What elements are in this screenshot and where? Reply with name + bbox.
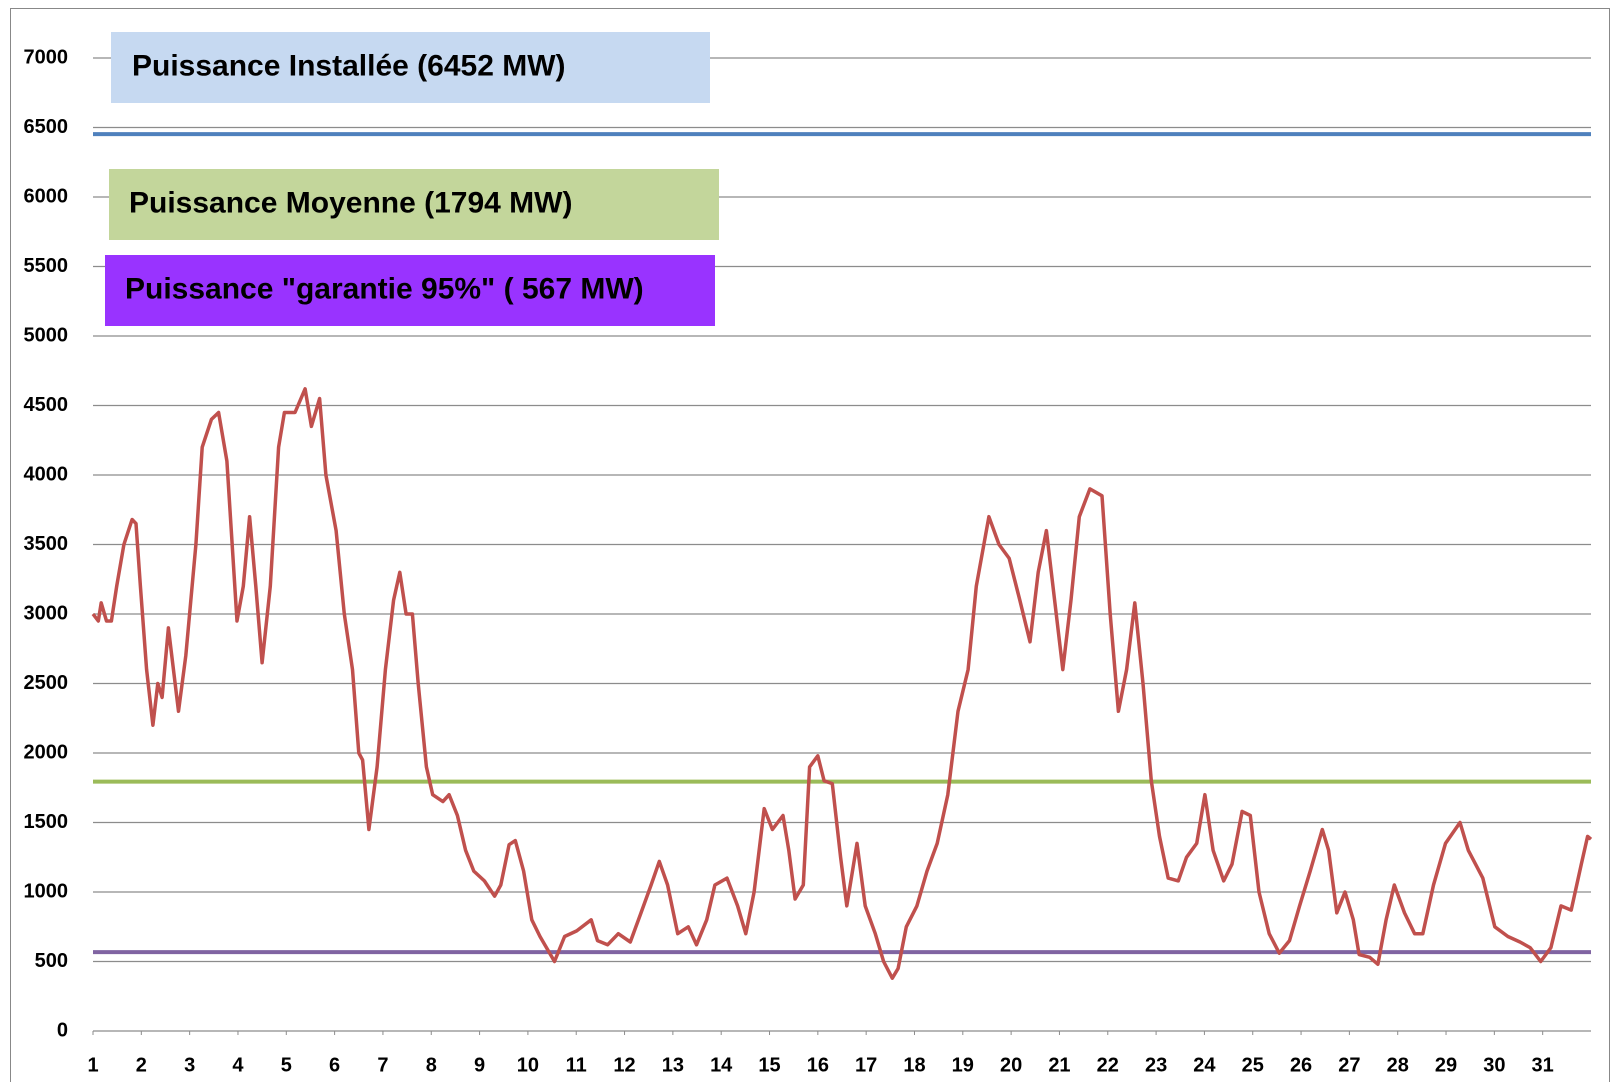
y-tick-label: 6500: [24, 116, 69, 138]
x-tick-label: 22: [1097, 1054, 1119, 1076]
x-tick-label: 3: [184, 1054, 195, 1076]
x-tick-label: 21: [1048, 1054, 1070, 1076]
x-tick-label: 26: [1290, 1054, 1312, 1076]
y-tick-label: 0: [57, 1019, 68, 1041]
x-tick-label: 8: [426, 1054, 437, 1076]
x-tick-label: 15: [758, 1054, 780, 1076]
reference-label: Puissance Moyenne (1794 MW): [129, 186, 572, 219]
x-tick-label: 16: [807, 1054, 829, 1076]
y-tick-label: 7000: [24, 46, 69, 68]
x-tick-label: 12: [613, 1054, 635, 1076]
x-tick-label: 28: [1387, 1054, 1409, 1076]
y-tick-label: 2000: [24, 741, 69, 763]
x-tick-label: 6: [329, 1054, 340, 1076]
y-tick-label: 1500: [24, 811, 69, 833]
x-tick-label: 11: [566, 1054, 587, 1076]
y-tick-label: 4000: [24, 463, 69, 485]
y-tick-label: 3000: [24, 602, 69, 624]
x-tick-label: 25: [1242, 1054, 1264, 1076]
y-tick-label: 6000: [24, 185, 69, 207]
x-tick-label: 20: [1000, 1054, 1022, 1076]
x-tick-label: 31: [1532, 1054, 1554, 1076]
x-tick-label: 30: [1483, 1054, 1505, 1076]
label-box: [111, 32, 710, 103]
x-tick-label: 1: [87, 1054, 98, 1076]
y-tick-label: 5000: [24, 324, 69, 346]
y-tick-label: 500: [35, 950, 68, 972]
x-tick-label: 4: [232, 1054, 244, 1076]
x-tick-label: 24: [1193, 1054, 1216, 1076]
label-box: [109, 169, 719, 240]
x-tick-label: 14: [710, 1054, 733, 1076]
x-tick-label: 7: [377, 1054, 388, 1076]
x-tick-label: 23: [1145, 1054, 1167, 1076]
x-tick-label: 9: [474, 1054, 485, 1076]
x-tick-label: 18: [903, 1054, 925, 1076]
x-tick-label: 10: [517, 1054, 539, 1076]
x-tick-label: 2: [136, 1054, 147, 1076]
y-tick-label: 3500: [24, 533, 69, 555]
x-tick-label: 5: [281, 1054, 292, 1076]
x-tick-label: 17: [855, 1054, 877, 1076]
y-tick-label: 5500: [24, 255, 69, 277]
x-tick-label: 29: [1435, 1054, 1457, 1076]
y-tick-label: 1000: [24, 880, 69, 902]
frame: [10, 8, 1610, 1082]
reference-label: Puissance "garantie 95%" ( 567 MW): [125, 272, 644, 305]
reference-label: Puissance Installée (6452 MW): [132, 49, 566, 82]
y-tick-label: 2500: [24, 672, 69, 694]
label-box: [105, 255, 715, 326]
y-tick-label: 4500: [24, 394, 69, 416]
data-line: [91, 387, 1593, 980]
x-tick-label: 27: [1338, 1054, 1360, 1076]
x-tick-label: 19: [952, 1054, 974, 1076]
x-tick-label: 13: [662, 1054, 684, 1076]
